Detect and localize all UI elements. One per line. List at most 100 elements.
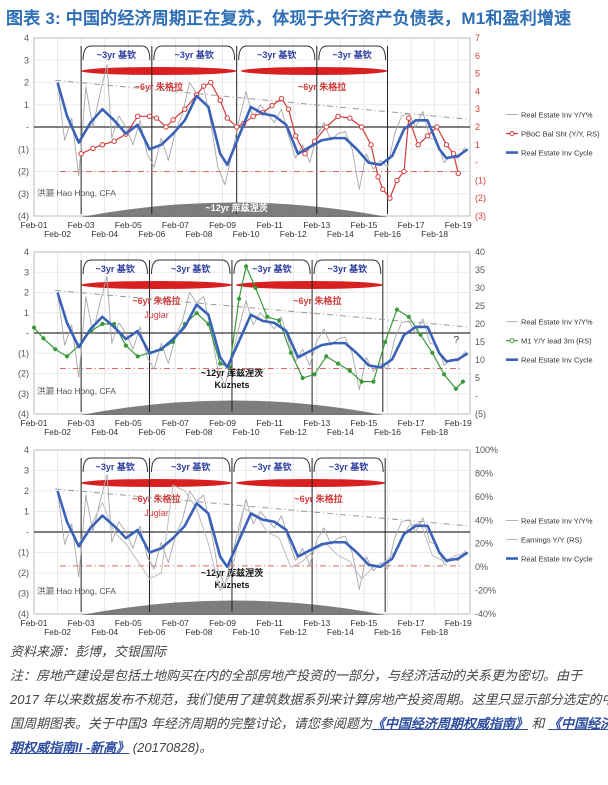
data-point-m1 — [347, 368, 352, 373]
x-tick-label: Feb-17 — [398, 220, 425, 230]
long-cycle-label: ~12yr 库兹涅茨 — [206, 202, 268, 213]
y-left-tick-label: - — [26, 122, 29, 132]
legend-label: Real Estate Inv Y/Y% — [521, 517, 593, 526]
x-tick-label: Feb-11 — [257, 618, 284, 628]
mid-cycle-label: ~6yr 朱格拉 — [293, 295, 341, 306]
mid-cycle-label: ~6yr 朱格拉 — [298, 81, 346, 92]
mid-cycle-bar — [81, 281, 232, 289]
x-tick-label: Feb-15 — [350, 220, 377, 230]
y-right-tick-label: 3 — [475, 104, 480, 114]
x-tick-label: Feb-15 — [350, 618, 377, 628]
y-right-tick-label: 10 — [475, 355, 485, 365]
x-tick-label: Feb-10 — [233, 627, 260, 637]
data-point-pboc — [269, 102, 275, 109]
long-cycle-bar — [81, 600, 386, 615]
long-cycle-bar — [81, 202, 388, 217]
report-link-2-cont[interactable]: 期权威指南II -新高》 — [10, 740, 130, 755]
data-point-pboc — [347, 115, 353, 121]
x-tick-label: Feb-04 — [91, 627, 118, 637]
data-point-pboc — [200, 83, 207, 89]
x-tick-label: Feb-17 — [398, 618, 425, 628]
data-point-m1 — [253, 285, 258, 291]
data-point-pboc — [182, 106, 188, 112]
x-tick-label: Feb-09 — [209, 220, 236, 230]
data-point-pboc — [323, 124, 329, 130]
source-note: 资料来源：彭博，交银国际 — [10, 644, 167, 659]
data-point-pboc — [146, 113, 153, 120]
data-point-pboc — [358, 124, 365, 130]
x-tick-label: Feb-02 — [44, 427, 71, 437]
y-left-tick-label: - — [26, 328, 29, 338]
y-right-tick-label: 6 — [475, 51, 480, 61]
mid-cycle-bar — [81, 67, 237, 75]
data-point-pboc — [380, 186, 386, 193]
report-link-1[interactable]: 《中国经济周期权威指南》 — [371, 716, 528, 731]
data-point-pboc — [368, 142, 374, 148]
x-tick-label: Feb-18 — [421, 427, 448, 437]
note-line-2: 2017 年以来数据发布不规范，我们使用了建筑数据系列来计算房地产投资周期。这里… — [10, 692, 608, 707]
series-line-yoy — [57, 474, 466, 590]
x-tick-label: Feb-17 — [398, 418, 425, 428]
x-tick-label: Feb-16 — [374, 427, 401, 437]
y-left-tick-label: (4) — [18, 211, 29, 221]
y-left-tick-label: (1) — [18, 348, 29, 358]
x-tick-label: Feb-08 — [186, 427, 213, 437]
y-right-tick-label: 0% — [475, 562, 488, 572]
trend-line — [55, 488, 468, 527]
long-cycle-label: ~12yr 库兹涅茨 — [201, 367, 263, 378]
x-tick-label: Feb-10 — [233, 427, 260, 437]
x-tick-label: Feb-10 — [233, 229, 260, 239]
y-right-tick-label: (2) — [475, 193, 486, 203]
data-point-pboc — [153, 115, 160, 121]
cycle-bracket — [313, 457, 384, 473]
y-left-tick-label: (2) — [18, 568, 29, 578]
short-cycle-label: ~3yr 基钦 — [97, 49, 136, 60]
short-cycle-label: ~3yr 基钦 — [257, 49, 296, 60]
note-line-1: 注：房地产建设是包括土地购买在内的全部房地产投资的一部分，与经济活动的关系更为密… — [10, 668, 583, 683]
data-point-pboc — [78, 151, 84, 157]
data-point-pboc — [302, 151, 308, 157]
series-line-yoy — [57, 64, 466, 190]
short-cycle-label: ~3yr 基钦 — [328, 263, 367, 274]
mid-cycle-label-en: Juglar — [144, 508, 169, 518]
x-tick-label: Feb-09 — [209, 418, 236, 428]
x-tick-label: Feb-14 — [327, 427, 354, 437]
x-tick-label: Feb-12 — [280, 229, 307, 239]
data-point-pboc — [335, 113, 341, 120]
data-point-m1 — [430, 350, 435, 355]
x-tick-label: Feb-15 — [350, 418, 377, 428]
data-point-m1 — [383, 339, 388, 345]
y-left-tick-label: 4 — [24, 247, 29, 257]
x-tick-label: Feb-04 — [91, 229, 118, 239]
chart-m1: Feb-01Feb-02Feb-03Feb-04Feb-05Feb-06Feb-… — [18, 247, 593, 437]
date-text: (20170828)。 — [129, 740, 213, 755]
data-point-m1 — [312, 372, 317, 377]
trend-line — [55, 289, 468, 328]
legend-label: Real Estate Inv Cycle — [521, 356, 593, 365]
y-right-tick-label: 2 — [475, 122, 480, 132]
x-tick-label: Feb-19 — [445, 418, 472, 428]
x-tick-label: Feb-03 — [68, 418, 95, 428]
y-left-tick-label: 3 — [24, 267, 29, 277]
note-line-3: 国周期图表。关于中国3 年经济周期的完整讨论，请您参阅题为《中国经济周期权威指南… — [10, 713, 608, 732]
y-left-tick-label: 4 — [24, 33, 29, 43]
data-point-pboc — [443, 142, 450, 148]
y-right-tick-label: (1) — [475, 175, 486, 185]
short-cycle-label: ~3yr 基钦 — [171, 461, 210, 472]
cycle-bracket — [82, 457, 148, 473]
y-left-tick-label: 1 — [24, 100, 29, 110]
x-tick-label: Feb-11 — [257, 418, 284, 428]
data-point-pboc — [208, 79, 214, 86]
long-cycle-label-en: Kuznets — [214, 580, 249, 590]
data-point-m1 — [194, 311, 199, 316]
report-link-2[interactable]: 《中国经济周 — [548, 716, 608, 731]
series-line-cycle — [56, 82, 469, 167]
legend-label: M1 Y/Y lead 3m (RS) — [521, 337, 592, 346]
short-cycle-label: ~3yr 基钦 — [333, 49, 372, 60]
data-point-m1 — [265, 314, 270, 319]
x-tick-label: Feb-06 — [138, 627, 165, 637]
chart-earnings: Feb-01Feb-02Feb-03Feb-04Feb-05Feb-06Feb-… — [18, 445, 593, 637]
y-right-tick-label: 7 — [475, 33, 480, 43]
y-left-tick-label: (3) — [18, 589, 29, 599]
question-mark: ? — [454, 335, 460, 346]
